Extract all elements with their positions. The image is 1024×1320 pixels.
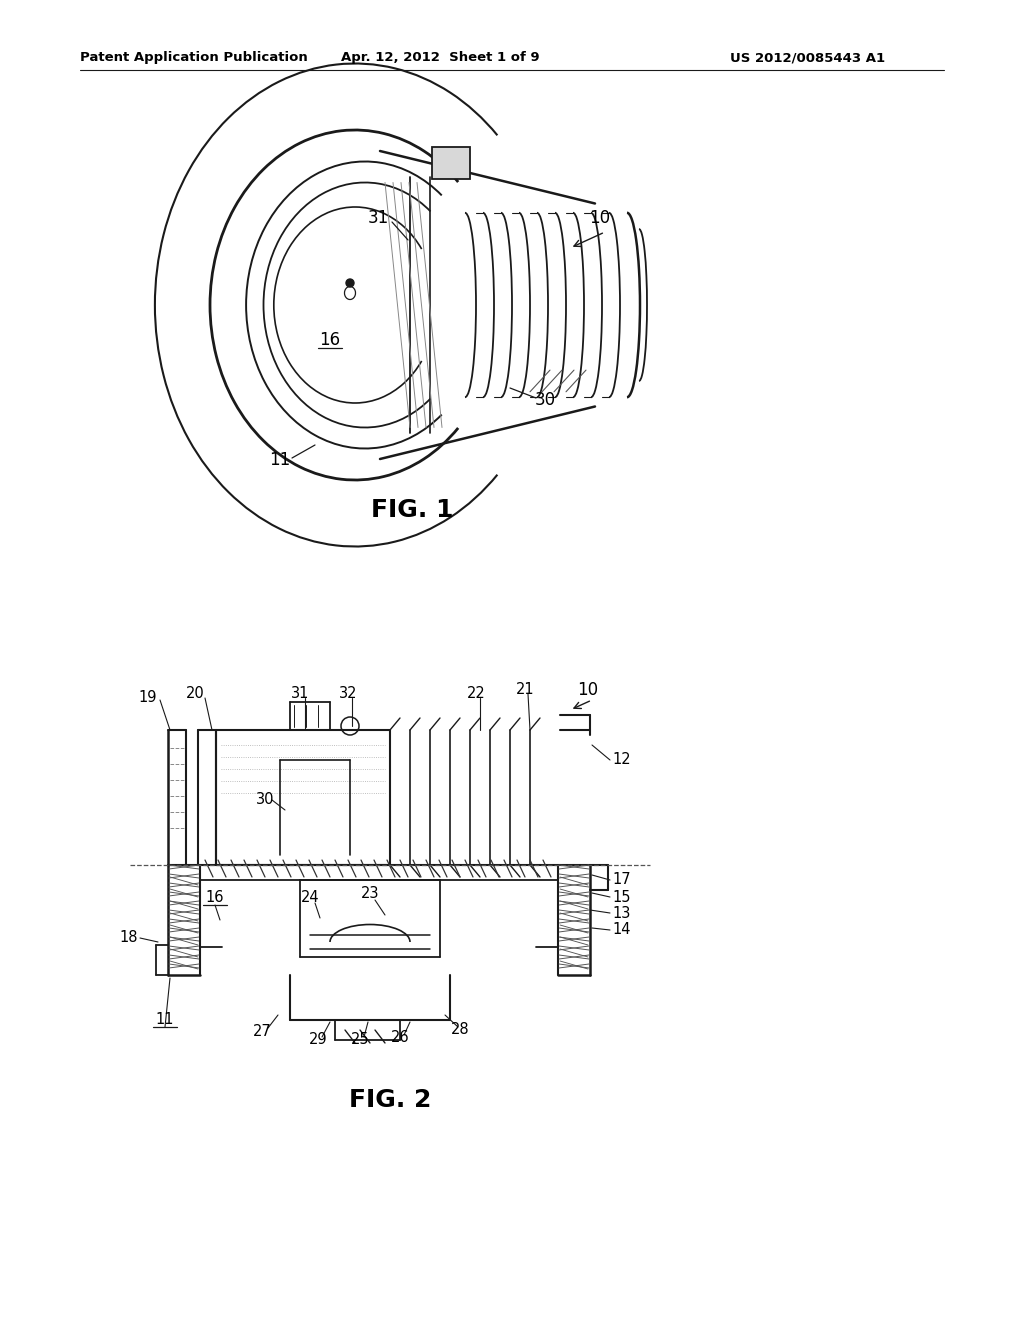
Text: 25: 25 xyxy=(350,1032,370,1048)
Text: 17: 17 xyxy=(612,873,631,887)
Text: 24: 24 xyxy=(301,890,319,904)
Text: 29: 29 xyxy=(308,1032,328,1048)
Text: 11: 11 xyxy=(269,451,291,469)
Text: 15: 15 xyxy=(612,890,631,904)
Text: 19: 19 xyxy=(138,690,158,705)
Text: 32: 32 xyxy=(339,686,357,701)
Text: Apr. 12, 2012  Sheet 1 of 9: Apr. 12, 2012 Sheet 1 of 9 xyxy=(341,51,540,65)
Text: 10: 10 xyxy=(590,209,610,227)
Text: 31: 31 xyxy=(291,686,309,701)
Text: 10: 10 xyxy=(578,681,599,700)
Text: 26: 26 xyxy=(391,1031,410,1045)
Text: 14: 14 xyxy=(612,923,631,937)
Text: 13: 13 xyxy=(612,906,631,920)
Text: FIG. 2: FIG. 2 xyxy=(349,1088,431,1111)
Text: 20: 20 xyxy=(185,686,205,701)
Text: 12: 12 xyxy=(612,752,631,767)
Text: 16: 16 xyxy=(319,331,341,348)
Text: 21: 21 xyxy=(516,682,535,697)
Text: 16: 16 xyxy=(206,890,224,904)
Text: 31: 31 xyxy=(368,209,389,227)
Text: 30: 30 xyxy=(535,391,556,409)
Text: 27: 27 xyxy=(253,1024,271,1040)
Text: US 2012/0085443 A1: US 2012/0085443 A1 xyxy=(730,51,885,65)
Text: Patent Application Publication: Patent Application Publication xyxy=(80,51,308,65)
Circle shape xyxy=(346,279,354,286)
Text: 11: 11 xyxy=(156,1012,174,1027)
Text: 28: 28 xyxy=(451,1023,469,1038)
Text: FIG. 1: FIG. 1 xyxy=(371,498,454,521)
Text: 22: 22 xyxy=(467,686,485,701)
Text: 18: 18 xyxy=(120,931,138,945)
Text: 30: 30 xyxy=(256,792,274,808)
FancyBboxPatch shape xyxy=(432,147,470,180)
Text: 23: 23 xyxy=(360,887,379,902)
